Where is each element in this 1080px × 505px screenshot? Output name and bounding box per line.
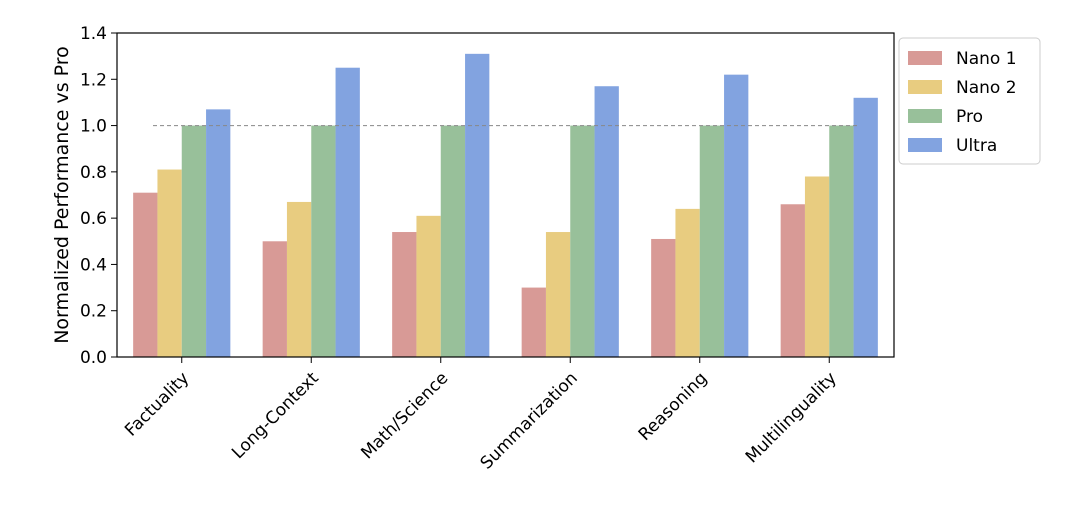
bar-ultra-math-science (465, 53, 490, 357)
bar-nano-1-reasoning (651, 238, 676, 357)
y-tick-label: 0.2 (80, 302, 107, 322)
bar-nano-2-multilinguality (804, 176, 830, 357)
x-tick-label: Multilinguality (742, 368, 841, 467)
legend-swatch (908, 80, 942, 94)
bar-ultra-factuality (206, 109, 231, 357)
bar-pro-reasoning (699, 125, 725, 357)
bar-pro-summarization (570, 125, 595, 357)
legend-label: Ultra (956, 136, 997, 156)
legend-box (898, 37, 1041, 165)
y-tick-label: 0.4 (80, 255, 107, 275)
y-tick-label: 0.8 (80, 163, 107, 183)
legend-swatch (908, 138, 942, 152)
bar-nano-1-math-science (392, 232, 417, 357)
y-tick-label: 1.4 (80, 24, 107, 44)
plot-frame (116, 32, 895, 358)
bar-nano-2-summarization (545, 232, 571, 357)
legend-label: Nano 1 (956, 49, 1017, 69)
bar-nano-2-reasoning (675, 208, 700, 357)
x-tick-label: Long-Context (228, 368, 323, 463)
y-axis-label: Normalized Performance vs Pro (51, 46, 73, 344)
bar-ultra-long-context (335, 67, 360, 357)
y-axis: 0.0 0.2 0.4 0.6 0.8 1.0 1.2 1.4 (80, 24, 117, 368)
bar-pro-math-science (440, 125, 466, 357)
x-tick-label: Reasoning (635, 368, 712, 445)
bar-nano-2-math-science (416, 215, 441, 357)
bar-nano-1-summarization (521, 287, 546, 357)
legend-label: Pro (956, 107, 983, 127)
bar-nano-2-factuality (157, 169, 182, 357)
bar-nano-1-multilinguality (780, 204, 805, 357)
bar-nano-2-long-context (286, 201, 312, 357)
x-tick-label: Math/Science (357, 368, 452, 463)
bar-nano-1-long-context (262, 241, 287, 357)
bar-ultra-multilinguality (853, 97, 878, 358)
y-tick-label: 1.2 (80, 70, 107, 90)
legend-swatch (908, 51, 942, 65)
y-tick-label: 0.0 (80, 348, 107, 368)
bar-pro-multilinguality (829, 125, 854, 357)
y-tick-label: 1.0 (80, 117, 107, 137)
bar-pro-factuality (181, 125, 207, 357)
x-tick-label: Summarization (477, 368, 582, 473)
bars-group (133, 53, 878, 358)
legend-swatch (908, 109, 942, 123)
legend: Nano 1 Nano 2 Pro Ultra (898, 37, 1041, 165)
legend-label: Nano 2 (956, 78, 1017, 98)
x-tick-label: Factuality (121, 368, 193, 440)
bar-pro-long-context (311, 125, 336, 357)
bar-ultra-reasoning (724, 74, 749, 358)
x-axis: Factuality Long-Context Math/Science Summar… (121, 357, 841, 474)
y-tick-label: 0.6 (80, 209, 107, 229)
bar-ultra-summarization (594, 86, 619, 357)
bar-nano-1-factuality (133, 192, 158, 357)
